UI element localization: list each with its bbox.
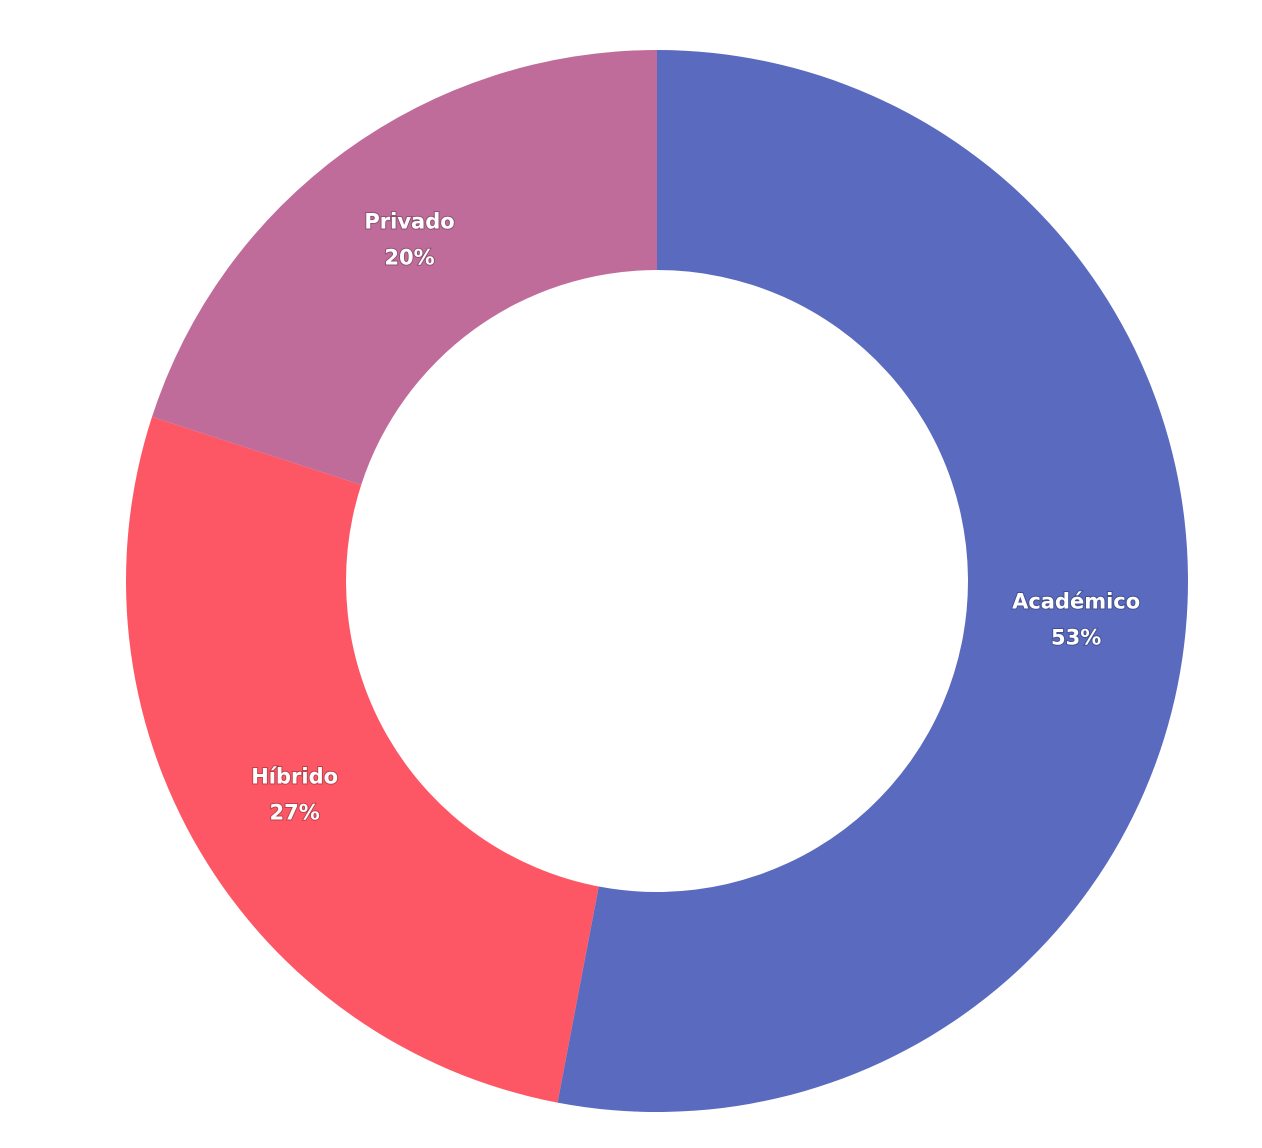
slice-label: Académico <box>1012 590 1140 614</box>
donut-slice <box>151 50 657 485</box>
donut-slice <box>557 50 1189 1112</box>
slice-label: Híbrido <box>251 764 338 788</box>
slice-value-label: 53% <box>1051 626 1101 650</box>
slice-value-label: 27% <box>269 800 319 824</box>
donut-slice <box>126 416 599 1103</box>
slice-value-label: 20% <box>384 245 434 269</box>
slice-label: Privado <box>364 209 454 233</box>
